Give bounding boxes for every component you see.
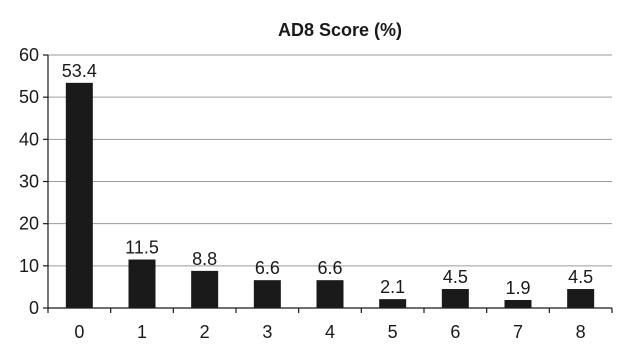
x-tick-label: 4 [325, 322, 335, 342]
y-tick-label: 50 [19, 87, 39, 107]
data-label: 8.8 [192, 249, 217, 269]
y-tick-label: 40 [19, 129, 39, 149]
bar-3 [253, 280, 281, 308]
data-label: 11.5 [125, 238, 159, 258]
labels: 0 10 20 30 40 50 60 53.4 0 11.5 1 8.8 2 6.6 3 6.6 4 2.1 5 4… [19, 45, 593, 342]
bar-5 [379, 299, 407, 308]
data-label: 4.5 [443, 267, 468, 287]
data-label: 53.4 [62, 61, 97, 81]
bar-7 [504, 299, 532, 308]
x-tick-label: 0 [74, 322, 84, 342]
x-tick-label: 3 [262, 322, 272, 342]
y-tick-label: 10 [19, 256, 39, 276]
y-tick-label: 0 [29, 298, 39, 318]
bar-2 [191, 270, 219, 308]
y-tick-label: 20 [19, 214, 39, 234]
data-label: 1.9 [505, 278, 530, 298]
x-tick-label: 7 [513, 322, 523, 342]
chart-title: AD8 Score (%) [278, 20, 402, 40]
x-tick-label: 5 [388, 322, 398, 342]
gridlines [48, 54, 612, 267]
bar-6 [441, 289, 469, 308]
data-label: 2.1 [380, 277, 405, 297]
x-tick-label: 6 [450, 322, 460, 342]
data-label: 6.6 [317, 258, 342, 278]
bars [65, 82, 595, 308]
bar-4 [316, 280, 344, 308]
x-tick-label: 8 [576, 322, 586, 342]
data-label: 6.6 [255, 258, 280, 278]
y-tick-label: 60 [19, 45, 39, 65]
bar-0 [65, 82, 93, 308]
axes [43, 54, 613, 313]
bar-8 [567, 289, 595, 308]
x-tick-label: 2 [200, 322, 210, 342]
data-label: 4.5 [568, 267, 593, 287]
x-tick-label: 1 [137, 322, 147, 342]
y-tick-label: 30 [19, 172, 39, 192]
bar-1 [128, 259, 156, 308]
